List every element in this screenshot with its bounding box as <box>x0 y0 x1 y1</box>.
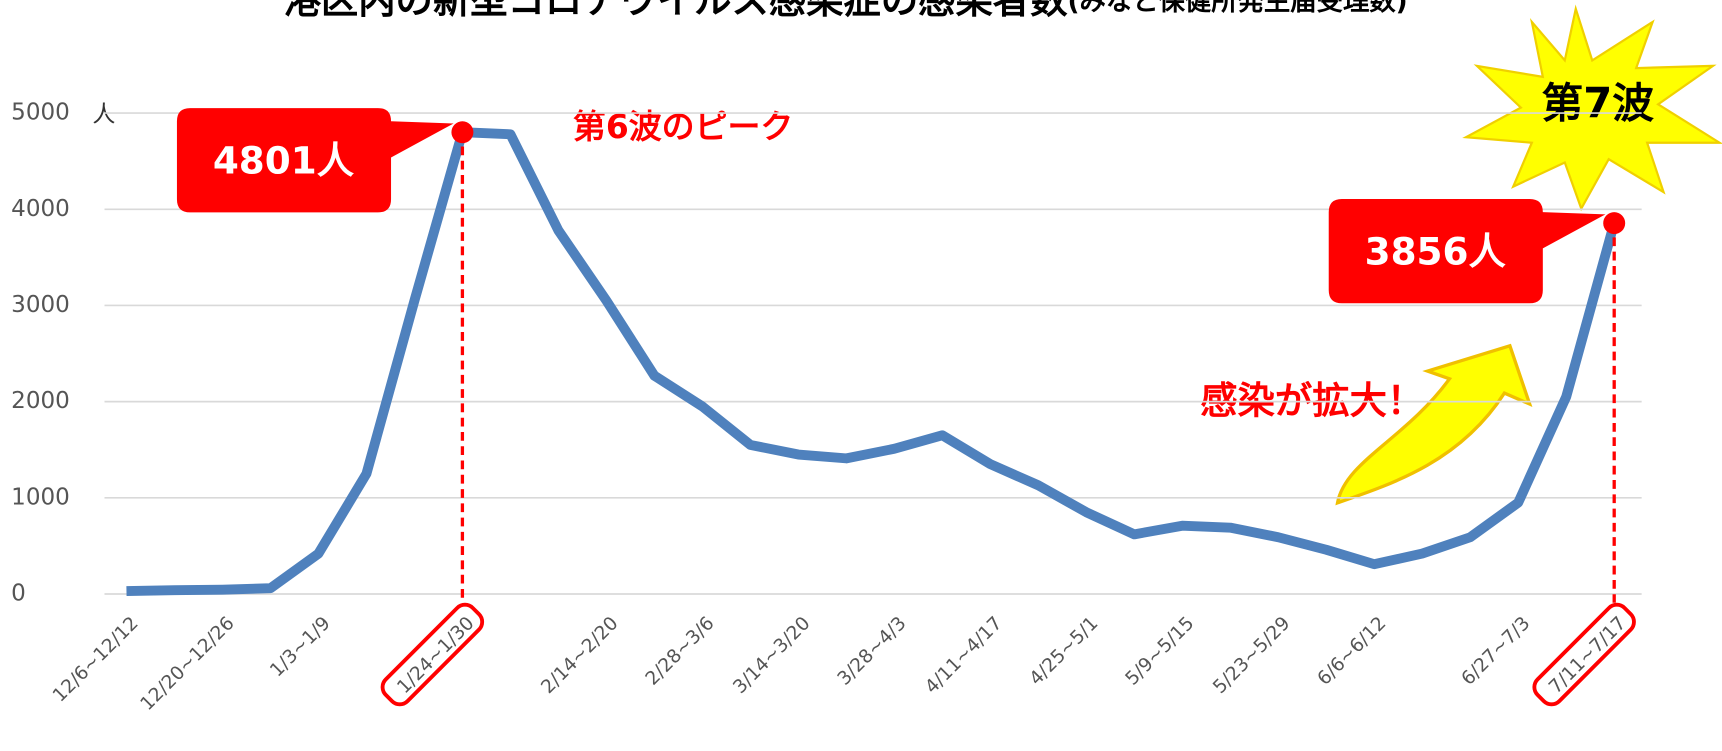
value-label: 4801人 <box>213 138 355 182</box>
x-tick-label: 3/14~3/20 <box>729 613 814 698</box>
x-tick-label: 2/14~2/20 <box>537 613 622 698</box>
x-tick-label: 3/28~4/3 <box>834 613 911 690</box>
x-tick-label: 1/24~1/30 <box>393 613 478 698</box>
x-tick-label: 1/3~1/9 <box>266 613 334 681</box>
x-tick-label: 2/28~3/6 <box>642 613 719 690</box>
y-tick-label: 0 <box>11 580 26 606</box>
x-tick-label: 6/27~7/3 <box>1458 613 1535 690</box>
x-tick-label: 4/11~4/17 <box>921 613 1006 698</box>
peak-dot <box>451 121 473 143</box>
x-tick-label: 5/9~5/15 <box>1122 613 1199 690</box>
value-label: 3856人 <box>1365 229 1507 273</box>
y-tick-label: 5000 <box>11 100 70 126</box>
title: 港区内の新型コロナウイルス感染症の感染者数 <box>284 0 1069 22</box>
x-tick-label: 12/20~12/26 <box>137 613 239 715</box>
spread-label: 感染が拡大！ <box>1200 378 1424 422</box>
x-tick-label: 4/25~5/1 <box>1026 613 1103 690</box>
y-tick-label: 2000 <box>11 388 70 414</box>
x-tick-label: 12/6~12/12 <box>49 613 143 707</box>
x-tick-label: 7/11~7/17 <box>1545 613 1630 698</box>
y-tick-label: 1000 <box>11 484 70 510</box>
y-tick-label: 4000 <box>11 196 70 222</box>
peak-dot <box>1603 212 1625 234</box>
y-tick-label: 3000 <box>11 292 70 318</box>
wave7-label: 第7波 <box>1541 79 1654 128</box>
arrow <box>1338 346 1530 503</box>
x-tick-label: 6/6~6/12 <box>1314 613 1391 690</box>
chart-title: 港区内の新型コロナウイルス感染症の感染者数(みなと保健所発生届受理数) <box>284 0 1408 22</box>
subtitle: (みなと保健所発生届受理数) <box>1067 0 1407 17</box>
chart: 港区内の新型コロナウイルス感染症の感染者数(みなと保健所発生届受理数) 人 第7… <box>0 0 1722 751</box>
y-unit: 人 <box>92 102 115 128</box>
x-tick-label: 5/23~5/29 <box>1209 613 1294 698</box>
